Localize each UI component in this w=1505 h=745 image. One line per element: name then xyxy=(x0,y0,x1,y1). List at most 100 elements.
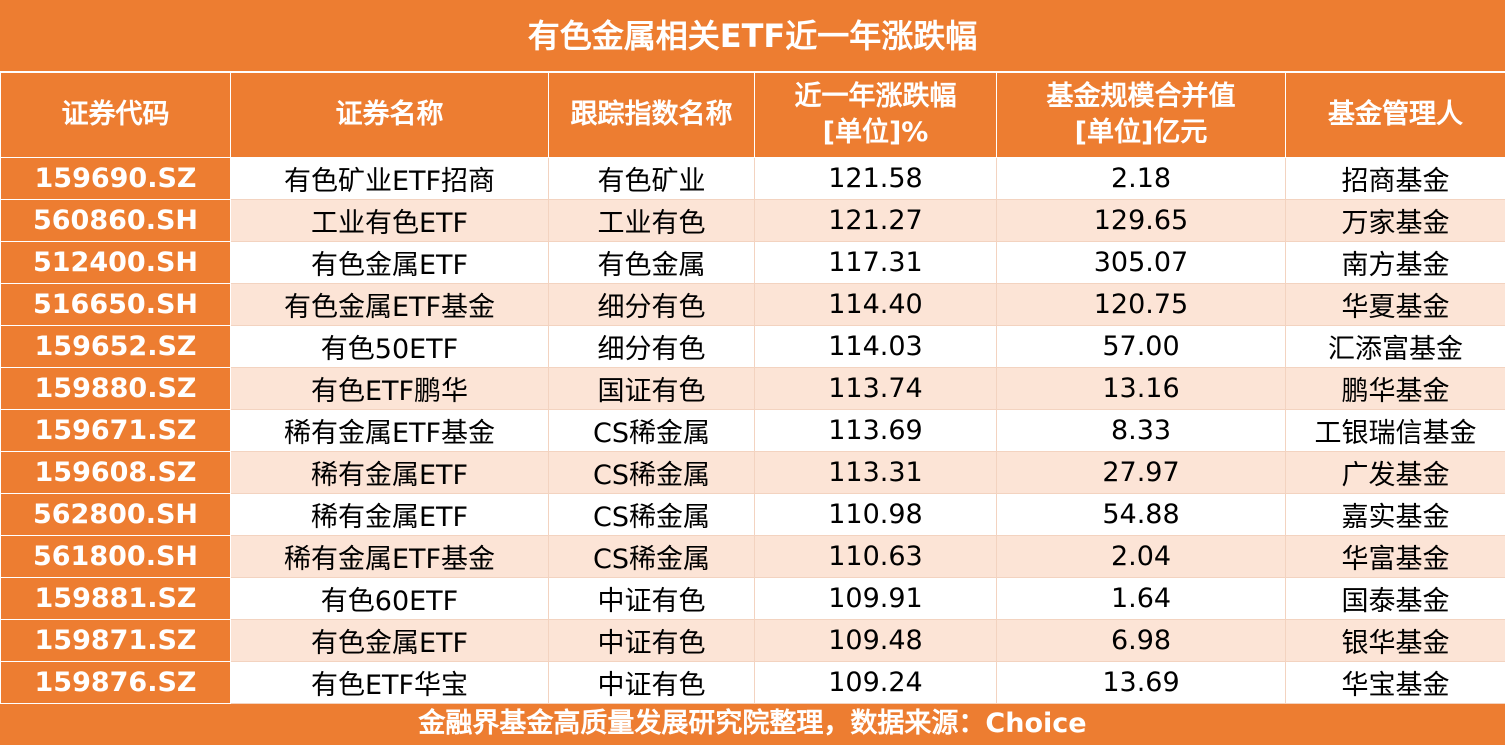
cell-size: 305.07 xyxy=(996,241,1286,284)
table-row: 561800.SH 稀有金属ETF基金 CS稀金属 110.63 2.04 华富基金 xyxy=(0,535,1505,578)
cell-code: 512400.SH xyxy=(0,241,231,284)
cell-code: 561800.SH xyxy=(0,535,231,578)
cell-manager: 招商基金 xyxy=(1285,157,1505,200)
cell-manager: 华宝基金 xyxy=(1285,661,1505,704)
header-code: 证券代码 xyxy=(0,72,231,158)
cell-code: 159881.SZ xyxy=(0,577,231,620)
cell-manager: 华富基金 xyxy=(1285,535,1505,578)
cell-code: 562800.SH xyxy=(0,493,231,536)
cell-size: 6.98 xyxy=(996,619,1286,662)
table-row: 159690.SZ 有色矿业ETF招商 有色矿业 121.58 2.18 招商基金 xyxy=(0,157,1505,200)
cell-manager: 南方基金 xyxy=(1285,241,1505,284)
cell-return: 109.48 xyxy=(754,619,997,662)
cell-name: 稀有金属ETF xyxy=(230,451,549,494)
cell-code: 159871.SZ xyxy=(0,619,231,662)
cell-return: 121.58 xyxy=(754,157,997,200)
table-row: 159608.SZ 稀有金属ETF CS稀金属 113.31 27.97 广发基金 xyxy=(0,451,1505,494)
table-title: 有色金属相关ETF近一年涨跌幅 xyxy=(0,0,1505,72)
cell-index: 国证有色 xyxy=(548,367,755,410)
table-row: 159881.SZ 有色60ETF 中证有色 109.91 1.64 国泰基金 xyxy=(0,577,1505,620)
cell-name: 有色60ETF xyxy=(230,577,549,620)
cell-return: 110.63 xyxy=(754,535,997,578)
cell-manager: 嘉实基金 xyxy=(1285,493,1505,536)
header-return: 近一年涨跌幅 [单位]% xyxy=(754,72,997,158)
cell-name: 稀有金属ETF基金 xyxy=(230,535,549,578)
cell-index: 中证有色 xyxy=(548,661,755,704)
cell-return: 113.74 xyxy=(754,367,997,410)
header-manager: 基金管理人 xyxy=(1285,72,1505,158)
table-row: 159876.SZ 有色ETF华宝 中证有色 109.24 13.69 华宝基金 xyxy=(0,661,1505,704)
cell-code: 159690.SZ xyxy=(0,157,231,200)
cell-index: 细分有色 xyxy=(548,283,755,326)
cell-return: 110.98 xyxy=(754,493,997,536)
cell-code: 159876.SZ xyxy=(0,661,231,704)
table-row: 159871.SZ 有色金属ETF 中证有色 109.48 6.98 银华基金 xyxy=(0,619,1505,662)
cell-manager: 华夏基金 xyxy=(1285,283,1505,326)
cell-size: 8.33 xyxy=(996,409,1286,452)
cell-name: 有色矿业ETF招商 xyxy=(230,157,549,200)
cell-code: 560860.SH xyxy=(0,199,231,242)
cell-manager: 汇添富基金 xyxy=(1285,325,1505,368)
table-row: 562800.SH 稀有金属ETF CS稀金属 110.98 54.88 嘉实基金 xyxy=(0,493,1505,536)
header-index: 跟踪指数名称 xyxy=(548,72,755,158)
cell-size: 27.97 xyxy=(996,451,1286,494)
cell-index: 有色金属 xyxy=(548,241,755,284)
cell-name: 稀有金属ETF xyxy=(230,493,549,536)
cell-index: 中证有色 xyxy=(548,619,755,662)
cell-size: 2.18 xyxy=(996,157,1286,200)
cell-name: 有色金属ETF基金 xyxy=(230,283,549,326)
cell-manager: 工银瑞信基金 xyxy=(1285,409,1505,452)
cell-manager: 鹏华基金 xyxy=(1285,367,1505,410)
cell-code: 159652.SZ xyxy=(0,325,231,368)
table-row: 512400.SH 有色金属ETF 有色金属 117.31 305.07 南方基金 xyxy=(0,241,1505,284)
cell-name: 有色金属ETF xyxy=(230,619,549,662)
cell-size: 13.16 xyxy=(996,367,1286,410)
cell-return: 114.40 xyxy=(754,283,997,326)
cell-return: 109.91 xyxy=(754,577,997,620)
etf-table: 证券代码 证券名称 跟踪指数名称 近一年涨跌幅 [单位]% 基金规模合并值 [单位]亿元… xyxy=(0,72,1505,704)
cell-return: 113.31 xyxy=(754,451,997,494)
cell-code: 159880.SZ xyxy=(0,367,231,410)
cell-index: CS稀金属 xyxy=(548,451,755,494)
cell-manager: 国泰基金 xyxy=(1285,577,1505,620)
cell-return: 109.24 xyxy=(754,661,997,704)
cell-manager: 万家基金 xyxy=(1285,199,1505,242)
source-note: 金融界基金高质量发展研究院整理，数据来源：Choice xyxy=(418,708,1087,739)
cell-name: 有色50ETF xyxy=(230,325,549,368)
header-size: 基金规模合并值 [单位]亿元 xyxy=(996,72,1286,158)
cell-size: 129.65 xyxy=(996,199,1286,242)
cell-code: 159608.SZ xyxy=(0,451,231,494)
cell-size: 1.64 xyxy=(996,577,1286,620)
header-row: 证券代码 证券名称 跟踪指数名称 近一年涨跌幅 [单位]% 基金规模合并值 [单位]亿元… xyxy=(0,72,1505,158)
cell-return: 117.31 xyxy=(754,241,997,284)
cell-name: 有色ETF华宝 xyxy=(230,661,549,704)
cell-index: 细分有色 xyxy=(548,325,755,368)
cell-index: CS稀金属 xyxy=(548,493,755,536)
cell-manager: 广发基金 xyxy=(1285,451,1505,494)
cell-index: 有色矿业 xyxy=(548,157,755,200)
table-row: 159652.SZ 有色50ETF 细分有色 114.03 57.00 汇添富基金 xyxy=(0,325,1505,368)
cell-size: 13.69 xyxy=(996,661,1286,704)
cell-code: 159671.SZ xyxy=(0,409,231,452)
cell-size: 57.00 xyxy=(996,325,1286,368)
table-row: 516650.SH 有色金属ETF基金 细分有色 114.40 120.75 华夏基金 xyxy=(0,283,1505,326)
cell-code: 516650.SH xyxy=(0,283,231,326)
table-row: 159671.SZ 稀有金属ETF基金 CS稀金属 113.69 8.33 工银瑞信基金 xyxy=(0,409,1505,452)
cell-size: 54.88 xyxy=(996,493,1286,536)
cell-index: CS稀金属 xyxy=(548,535,755,578)
table-row: 560860.SH 工业有色ETF 工业有色 121.27 129.65 万家基金 xyxy=(0,199,1505,242)
cell-index: 中证有色 xyxy=(548,577,755,620)
cell-name: 稀有金属ETF基金 xyxy=(230,409,549,452)
cell-name: 工业有色ETF xyxy=(230,199,549,242)
cell-name: 有色金属ETF xyxy=(230,241,549,284)
cell-return: 113.69 xyxy=(754,409,997,452)
cell-return: 114.03 xyxy=(754,325,997,368)
table-row: 159880.SZ 有色ETF鹏华 国证有色 113.74 13.16 鹏华基金 xyxy=(0,367,1505,410)
cell-size: 120.75 xyxy=(996,283,1286,326)
cell-return: 121.27 xyxy=(754,199,997,242)
cell-index: 工业有色 xyxy=(548,199,755,242)
cell-size: 2.04 xyxy=(996,535,1286,578)
cell-index: CS稀金属 xyxy=(548,409,755,452)
cell-name: 有色ETF鹏华 xyxy=(230,367,549,410)
cell-manager: 银华基金 xyxy=(1285,619,1505,662)
